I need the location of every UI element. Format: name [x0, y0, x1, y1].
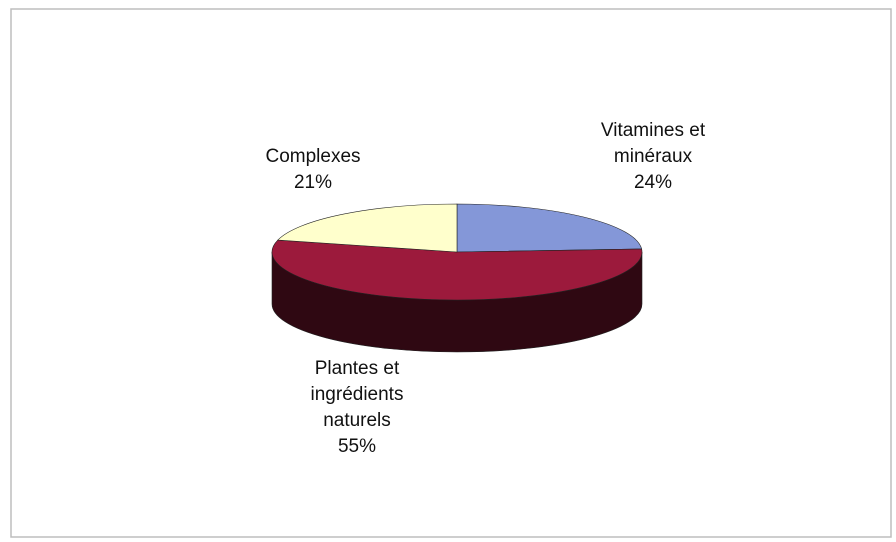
slice-label: Vitamines et minéraux 24%: [578, 118, 728, 196]
category-label: Complexes: [265, 146, 361, 167]
pie-slice: [271, 239, 643, 301]
value-label: 55%: [337, 436, 377, 457]
slice-label: Plantes et ingrédients naturels 55%: [292, 356, 422, 460]
category-label: Plantes et ingrédients naturels: [310, 358, 404, 431]
slice-label: Complexes 21%: [253, 144, 373, 196]
pie-slice: [456, 203, 643, 253]
value-label: 21%: [293, 172, 333, 193]
category-label: Vitamines et minéraux: [600, 120, 706, 167]
value-label: 24%: [633, 172, 673, 193]
pie-slice: [277, 203, 458, 253]
